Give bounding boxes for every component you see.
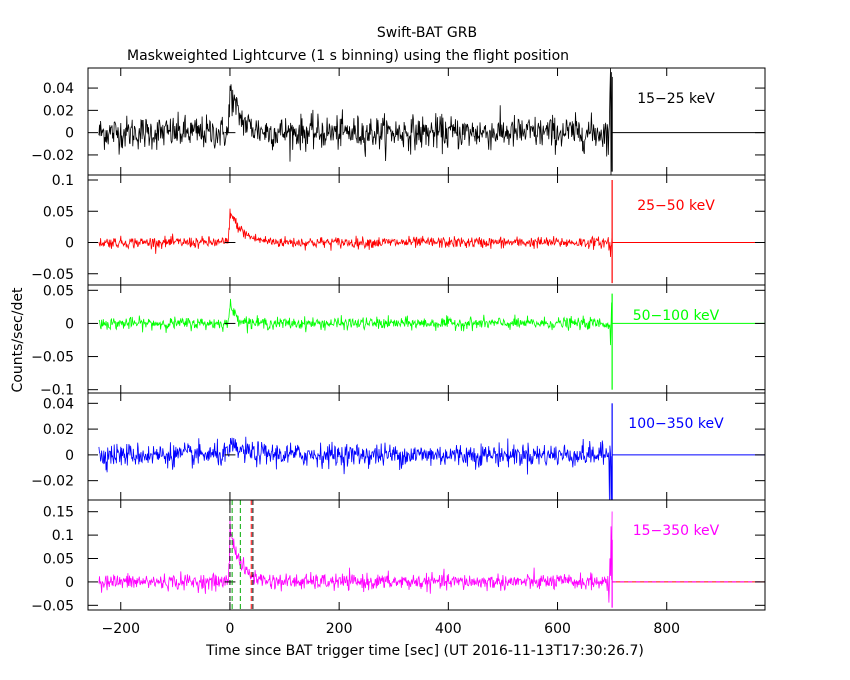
panel-frame [87,67,766,176]
series-line [98,67,613,176]
panel-frame [87,174,766,286]
x-tick-label: 200 [326,621,353,637]
panel-frame [87,284,766,394]
y-tick-label: 0 [65,575,74,591]
x-tick-label: 600 [544,621,571,637]
x-tick-label: 400 [435,621,462,637]
y-tick-label: 0.05 [43,283,74,299]
series-line [98,511,613,603]
panels-group: −0.02 0 0.02 0.04 15−25 keV −0.05 0 0.05 0.1 25−5… [31,67,766,637]
x-tick-label: −200 [102,621,140,637]
panel-label: 100−350 keV [628,416,724,432]
y-tick-label: −0.1 [40,383,74,399]
y-tick-label: −0.05 [31,350,74,366]
panel-3: −0.1 −0.05 0 0.05 50−100 keV [31,283,766,399]
x-tick-label: 800 [653,621,680,637]
y-tick-label: 0.02 [43,103,74,119]
x-axis-label: Time since BAT trigger time [sec] (UT 20… [205,643,644,659]
panel-label: 15−350 keV [633,523,720,539]
panel-frame [87,499,766,611]
y-tick-label: 0.02 [43,422,74,438]
y-tick-label: −0.02 [31,474,74,490]
panel-label: 15−25 keV [637,91,715,107]
series-line [98,436,613,501]
y-tick-label: 0.04 [43,396,74,412]
figure-title: Swift-BAT GRB [377,25,477,41]
panel-label: 50−100 keV [633,308,720,324]
panel-1: −0.02 0 0.02 0.04 15−25 keV [31,67,766,176]
panel-2: −0.05 0 0.05 0.1 25−50 keV [31,173,766,286]
y-tick-label: 0 [65,316,74,332]
y-tick-label: −0.05 [31,267,74,283]
y-tick-label: −0.05 [31,598,74,614]
series-line [98,298,613,346]
y-tick-label: 0 [65,448,74,464]
y-tick-label: −0.02 [31,148,74,164]
panel-label: 25−50 keV [637,198,715,214]
y-tick-label: 0.04 [43,81,74,97]
y-tick-label: 0 [65,236,74,252]
y-axis-label: Counts/sec/det [10,287,26,392]
y-tick-label: 0.05 [43,204,74,220]
y-tick-label: 0.1 [52,173,74,189]
figure-subtitle: Maskweighted Lightcurve (1 s binning) us… [127,48,569,64]
y-tick-label: 0 [65,126,74,142]
panel-4: −0.02 0 0.02 0.04 100−350 keV [31,392,766,501]
y-tick-label: 0.15 [43,505,74,521]
y-tick-label: 0.1 [52,528,74,544]
y-tick-label: 0.05 [43,552,74,568]
x-tick-label: 0 [225,621,234,637]
panel-frame [87,392,766,501]
panel-5: −0.05 0 0.05 0.1 0.15 15−350 keV [31,499,766,614]
series-line [98,208,613,258]
